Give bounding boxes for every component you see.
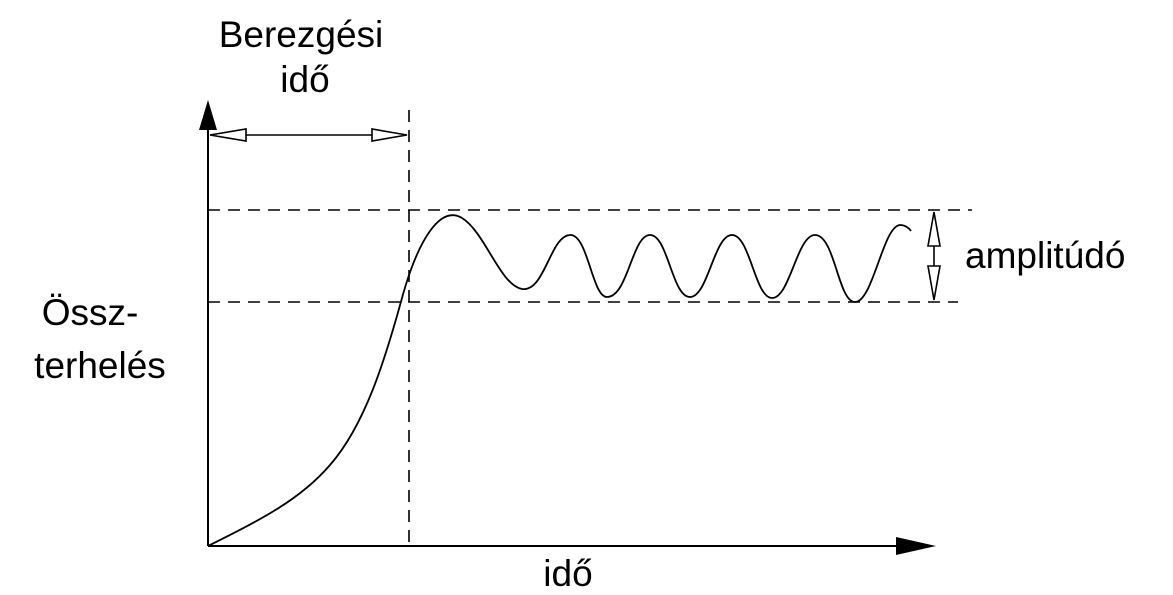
x-axis-label: idő [543,553,592,594]
amplitude-arrow [927,211,941,301]
y-axis-label-line2: terhelés [34,345,166,386]
reference-lines [208,110,972,546]
response-curve [207,214,912,547]
x-axis-arrowhead [896,537,936,555]
settling-arrow-right-head [371,128,408,142]
amplitude-arrow-top-head [927,211,941,247]
amplitude-arrow-bottom-head [927,265,941,301]
y-axis-label-line1: Össz- [42,292,139,333]
settling-time-label-line2: idő [280,59,329,100]
settling-time-label-line1: Berezgési [219,14,384,55]
amplitude-label: amplitúdó [965,235,1125,276]
settling-time-arrow [209,128,408,142]
y-axis-arrowhead [199,100,217,130]
axes [207,128,900,547]
settling-arrow-left-head [209,128,247,142]
